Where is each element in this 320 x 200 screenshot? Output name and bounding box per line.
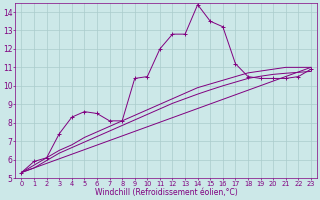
X-axis label: Windchill (Refroidissement éolien,°C): Windchill (Refroidissement éolien,°C) <box>95 188 237 197</box>
